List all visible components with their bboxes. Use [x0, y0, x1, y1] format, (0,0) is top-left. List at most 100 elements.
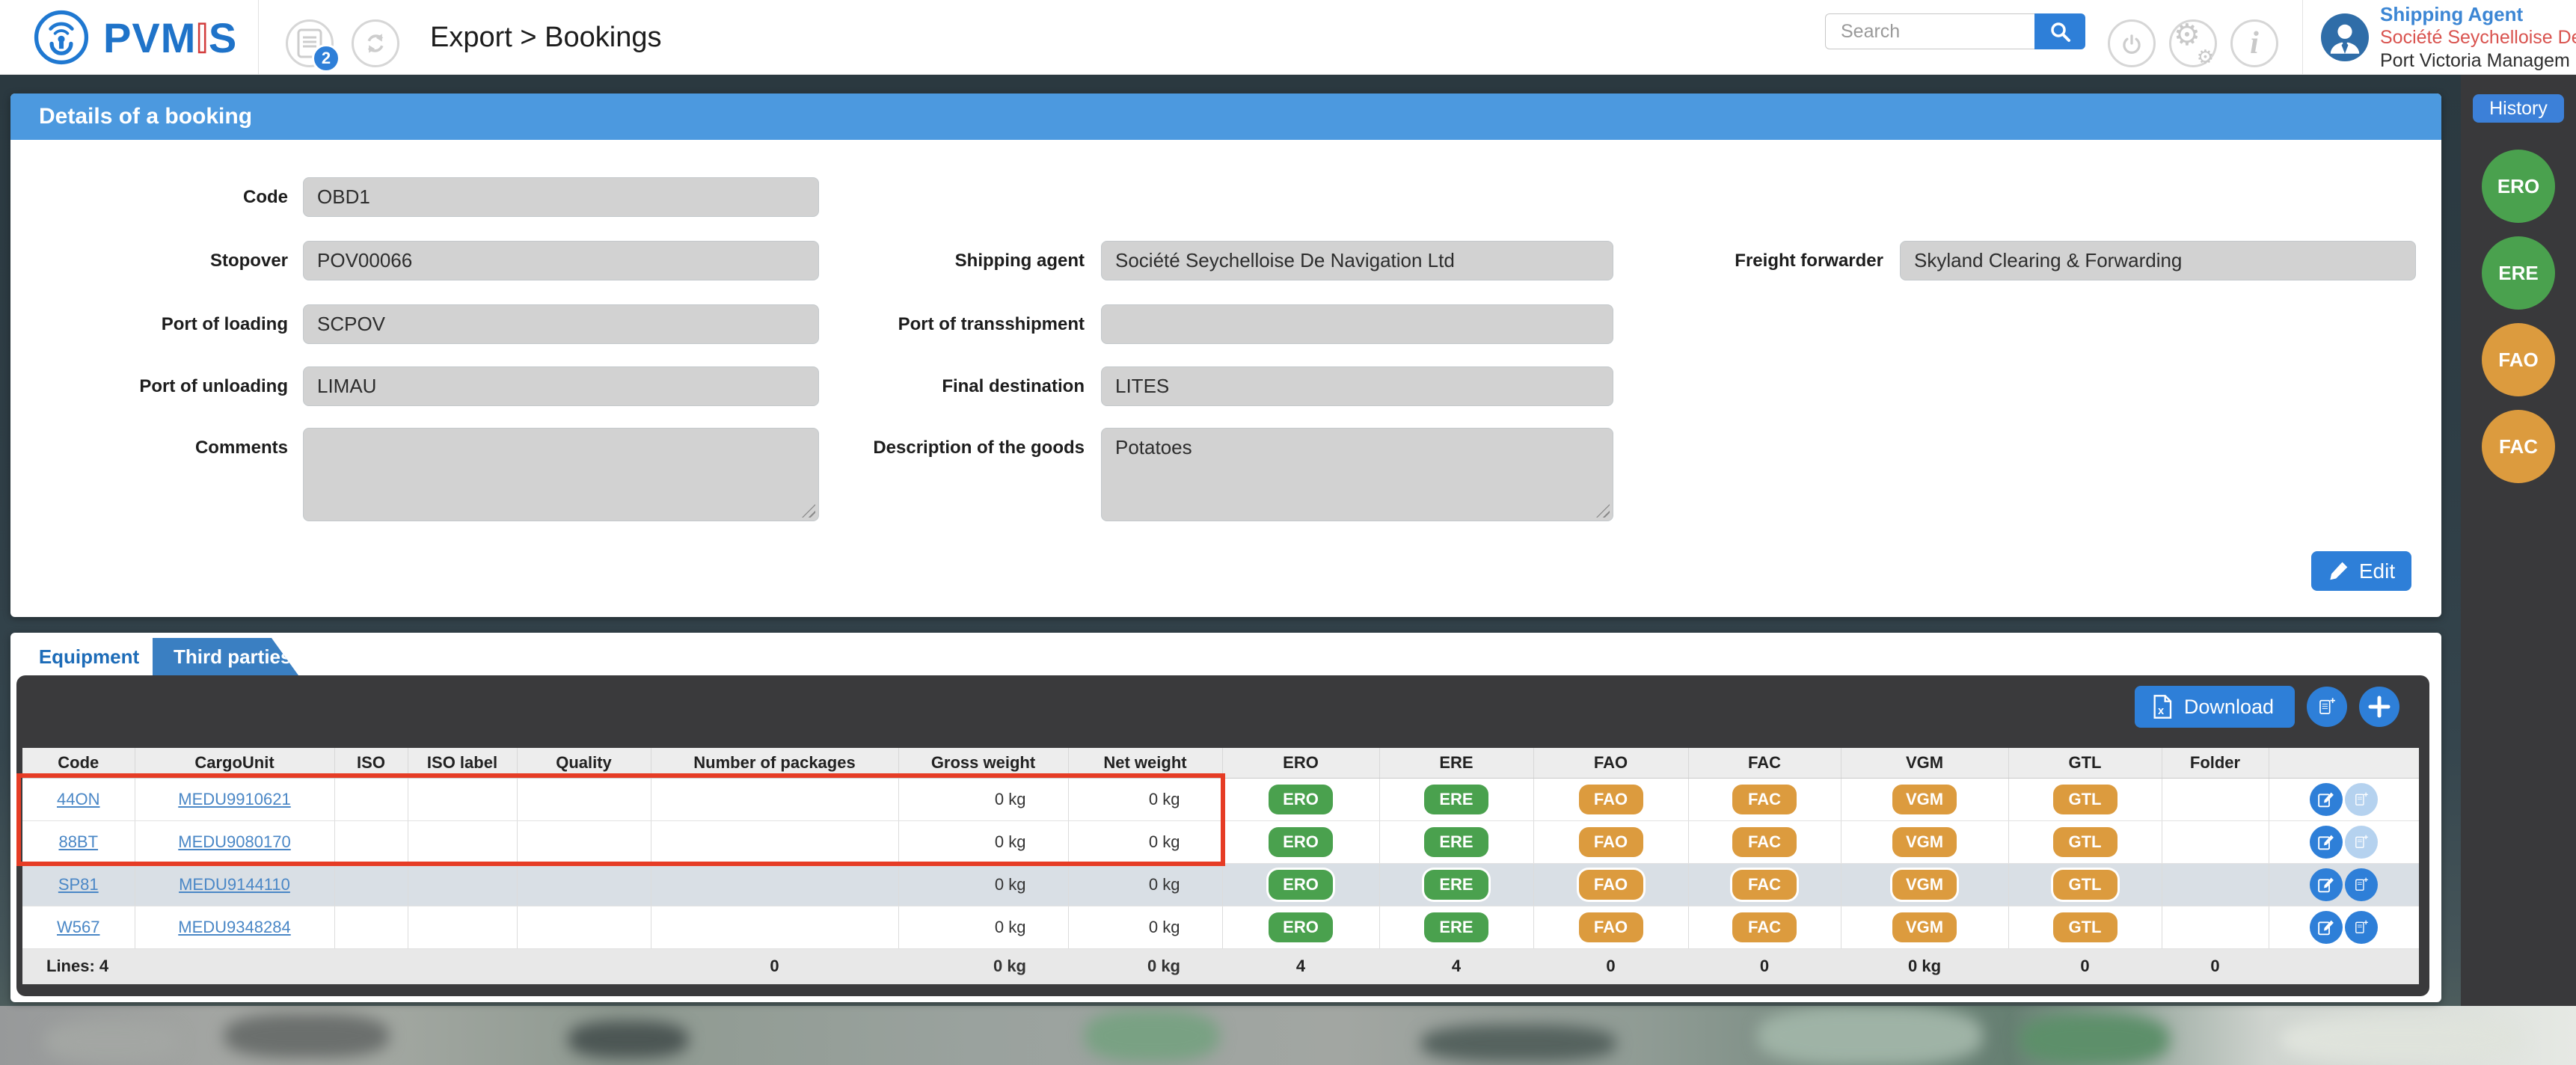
- column-header[interactable]: Gross weight: [898, 748, 1069, 779]
- port-of-transshipment-field[interactable]: [1101, 304, 1613, 344]
- column-header[interactable]: Code: [22, 748, 135, 779]
- gtl-badge[interactable]: GTL: [2052, 826, 2117, 857]
- history-button[interactable]: History: [2473, 94, 2564, 123]
- edit-row-button[interactable]: [2310, 782, 2343, 816]
- ere-badge[interactable]: ERE: [1424, 869, 1488, 900]
- fao-badge[interactable]: FAO: [1578, 784, 1643, 814]
- copy-document-button[interactable]: [2307, 687, 2347, 727]
- table-row[interactable]: 44ON MEDU9910621 0 kg 0 kg ERO ERE FAO F…: [22, 778, 2419, 821]
- description-of-goods-field[interactable]: Potatoes: [1101, 428, 1613, 521]
- column-header[interactable]: FAO: [1533, 748, 1689, 779]
- duplicate-row-button[interactable]: [2345, 910, 2379, 944]
- comments-field[interactable]: [303, 428, 819, 521]
- fao-badge[interactable]: FAO: [1578, 912, 1643, 942]
- column-header[interactable]: ISO: [334, 748, 408, 779]
- info-icon: i: [2250, 26, 2259, 61]
- code-link[interactable]: SP81: [58, 874, 99, 894]
- fac-badge[interactable]: FAC: [1732, 869, 1797, 900]
- table-row[interactable]: 88BT MEDU9080170 0 kg 0 kg ERO ERE FAO F…: [22, 820, 2419, 864]
- search-button[interactable]: [2034, 13, 2085, 49]
- ero-badge[interactable]: ERO: [1269, 826, 1333, 857]
- column-header[interactable]: CargoUnit: [135, 748, 335, 779]
- column-header[interactable]: ERE: [1379, 748, 1534, 779]
- total-gross: 0 kg: [898, 948, 1068, 984]
- port-of-loading-field[interactable]: SCPOV: [303, 304, 819, 344]
- edit-row-button[interactable]: [2310, 910, 2343, 944]
- cargo-table: Code CargoUnit ISO ISO label Quality Num…: [22, 748, 2419, 984]
- ere-badge[interactable]: ERE: [1424, 826, 1488, 857]
- fac-badge[interactable]: FAC: [1732, 784, 1797, 814]
- freight-forwarder-field[interactable]: Skyland Clearing & Forwarding: [1900, 241, 2416, 280]
- ere-badge[interactable]: ERE: [1424, 912, 1488, 942]
- column-header[interactable]: VGM: [1841, 748, 2009, 779]
- vgm-badge[interactable]: VGM: [1892, 784, 1957, 814]
- stopover-field[interactable]: POV00066: [303, 241, 819, 280]
- table-row-selected[interactable]: SP81 MEDU9144110 0 kg 0 kg ERO ERE FAO F…: [22, 863, 2419, 906]
- fac-badge[interactable]: FAC: [1732, 912, 1797, 942]
- duplicate-row-button[interactable]: [2345, 782, 2379, 816]
- sidebar-fac-button[interactable]: FAC: [2482, 410, 2555, 483]
- vgm-badge[interactable]: VGM: [1892, 826, 1957, 857]
- final-destination-field[interactable]: LITES: [1101, 366, 1613, 406]
- gtl-badge[interactable]: GTL: [2052, 869, 2117, 900]
- column-header[interactable]: FAC: [1688, 748, 1841, 779]
- duplicate-row-button[interactable]: [2345, 868, 2379, 901]
- sidebar-fao-button[interactable]: FAO: [2482, 323, 2555, 396]
- ere-badge[interactable]: ERE: [1424, 784, 1488, 814]
- code-link[interactable]: 88BT: [58, 832, 99, 851]
- edit-button[interactable]: Edit: [2311, 551, 2411, 591]
- user-info[interactable]: Shipping Agent Société Seychelloise De P…: [2380, 3, 2576, 73]
- add-row-button[interactable]: [2359, 687, 2399, 727]
- edit-row-button[interactable]: [2310, 825, 2343, 859]
- freight-forwarder-label: Freight forwarder: [1735, 251, 1883, 271]
- total-folder: 0: [2162, 948, 2269, 984]
- code-field[interactable]: OBD1: [303, 177, 819, 217]
- search-input[interactable]: [1825, 13, 2034, 49]
- net-weight-cell: 0 kg: [1068, 778, 1223, 821]
- column-header[interactable]: Folder: [2162, 748, 2269, 779]
- ero-badge[interactable]: ERO: [1269, 912, 1333, 942]
- shipping-agent-field[interactable]: Société Seychelloise De Navigation Ltd: [1101, 241, 1613, 280]
- fao-badge[interactable]: FAO: [1578, 826, 1643, 857]
- cargo-unit-link[interactable]: MEDU9080170: [178, 832, 291, 851]
- cargo-unit-link[interactable]: MEDU9348284: [178, 917, 291, 936]
- duplicate-row-button[interactable]: [2345, 825, 2379, 859]
- code-link[interactable]: W567: [57, 917, 100, 936]
- column-header[interactable]: Net weight: [1068, 748, 1223, 779]
- gtl-badge[interactable]: GTL: [2052, 912, 2117, 942]
- vgm-badge[interactable]: VGM: [1892, 869, 1957, 900]
- tab-equipment[interactable]: Equipment: [38, 645, 140, 668]
- logout-button[interactable]: [2108, 19, 2156, 67]
- cargo-unit-link[interactable]: MEDU9910621: [178, 789, 291, 808]
- cargo-unit-link[interactable]: MEDU9144110: [179, 874, 290, 894]
- download-button[interactable]: x Download: [2134, 686, 2295, 728]
- column-header[interactable]: Quality: [517, 748, 651, 779]
- refresh-button[interactable]: [352, 19, 399, 67]
- settings-button[interactable]: ⚙ ⚙: [2169, 19, 2217, 68]
- ero-badge[interactable]: ERO: [1269, 869, 1333, 900]
- resize-handle-icon[interactable]: [1596, 504, 1610, 518]
- document-icon: [297, 28, 322, 58]
- tab-third-parties[interactable]: Third parties: [153, 638, 298, 675]
- sidebar-ere-button[interactable]: ERE: [2482, 236, 2555, 310]
- gtl-badge[interactable]: GTL: [2052, 784, 2117, 814]
- port-of-unloading-field[interactable]: LIMAU: [303, 366, 819, 406]
- column-header[interactable]: ISO label: [408, 748, 518, 779]
- resize-handle-icon[interactable]: [802, 504, 815, 518]
- vgm-badge[interactable]: VGM: [1892, 912, 1957, 942]
- table-row[interactable]: W567 MEDU9348284 0 kg 0 kg ERO ERE FAO F…: [22, 906, 2419, 949]
- sidebar-ero-button[interactable]: ERO: [2482, 150, 2555, 223]
- ero-badge[interactable]: ERO: [1269, 784, 1333, 814]
- column-header[interactable]: GTL: [2008, 748, 2162, 779]
- edit-row-button[interactable]: [2310, 868, 2343, 901]
- avatar[interactable]: [2321, 13, 2369, 61]
- column-header[interactable]: ERO: [1222, 748, 1380, 779]
- fao-badge[interactable]: FAO: [1578, 869, 1643, 900]
- app-logo[interactable]: PVMIS: [33, 9, 237, 66]
- column-header[interactable]: Number of packages: [651, 748, 899, 779]
- info-button[interactable]: i: [2230, 19, 2278, 67]
- documents-button[interactable]: 2: [286, 19, 340, 73]
- fac-badge[interactable]: FAC: [1732, 826, 1797, 857]
- booking-lines-panel: Equipment Third parties x Download: [10, 633, 2441, 1002]
- code-link[interactable]: 44ON: [57, 789, 100, 808]
